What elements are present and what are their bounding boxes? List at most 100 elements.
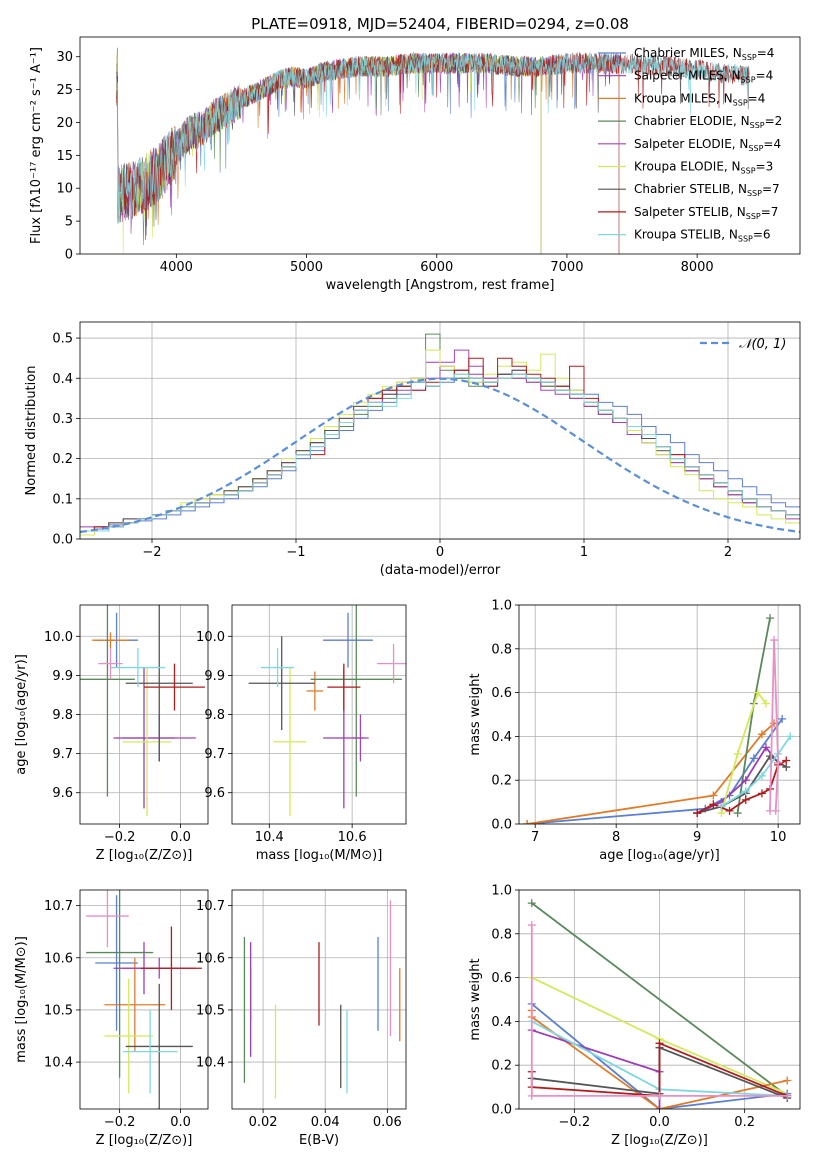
axes-frame xyxy=(79,321,801,540)
y-tick-label: 30 xyxy=(56,50,73,65)
x-axis-label: age [log₁₀(age/yr)] xyxy=(599,848,720,863)
weight-line xyxy=(531,1029,661,1109)
legend-label: Chabrier STELIB, NSSP=7 xyxy=(634,182,780,198)
y-axis-label: Normed distribution xyxy=(24,366,39,496)
axes-frame xyxy=(231,889,407,1110)
legend: Chabrier MILES, NSSP=4 Salpeter MILES, NS… xyxy=(598,46,782,244)
x-tick-label: 10 xyxy=(770,830,787,845)
plus-marker xyxy=(741,776,750,785)
plus-marker xyxy=(527,921,536,930)
y-axis-label: Flux [fλ10⁻¹⁷ erg cm⁻² s⁻¹ A⁻¹] xyxy=(29,47,44,244)
y-tick-label: 10.7 xyxy=(196,899,225,914)
weight-line xyxy=(530,925,788,1097)
x-tick-label: 2 xyxy=(724,545,732,560)
error-bar-point xyxy=(125,605,193,762)
x-tick-label: −1 xyxy=(286,545,305,560)
axes-frame xyxy=(231,604,407,825)
error-bar-point xyxy=(95,895,138,1031)
error-bar-point xyxy=(261,648,295,688)
x-tick-label: 0.04 xyxy=(311,1115,340,1130)
plus-marker xyxy=(733,809,742,818)
error-bar-point xyxy=(352,714,369,762)
x-tick-label: 0.02 xyxy=(249,1115,278,1130)
x-axis-label: Z [log₁₀(Z/Z⊙)] xyxy=(96,1133,193,1148)
legend-label: Salpeter MILES, NSSP=4 xyxy=(634,69,773,85)
weight-line xyxy=(696,759,787,814)
error-bar-point xyxy=(110,648,166,688)
x-tick-label: −0.2 xyxy=(104,1115,136,1130)
ticks: −2 −1 0 1 2 0.0 0.1 0.2 0.3 0.4 0.5 xyxy=(52,332,732,560)
error-bar-point xyxy=(125,983,193,1109)
panel-weight-vs-age: 7 8 9 10 0.0 0.2 0.4 0.6 0.8 1.0 age [log₁₀(age/yr… xyxy=(468,599,801,863)
x-tick-label: 5000 xyxy=(290,260,323,275)
y-tick-label: 10 xyxy=(56,182,73,197)
plus-marker xyxy=(766,752,775,761)
plot-area xyxy=(116,47,750,254)
plot-area xyxy=(80,333,800,536)
y-tick-label: 9.6 xyxy=(204,786,225,801)
y-tick-label: 0.5 xyxy=(52,332,73,347)
y-tick-label: 10.5 xyxy=(44,1003,73,1018)
x-axis-label: E(B-V) xyxy=(299,1133,339,1148)
y-tick-label: 9.8 xyxy=(204,708,225,723)
y-tick-label: 9.9 xyxy=(204,669,225,684)
y-tick-label: 0.4 xyxy=(52,372,73,387)
y-tick-label: 9.6 xyxy=(52,786,73,801)
y-tick-label: 0.0 xyxy=(491,1103,512,1118)
plot-area xyxy=(527,899,792,1109)
plus-marker xyxy=(717,802,726,811)
x-tick-label: 1 xyxy=(580,545,588,560)
legend-label: Chabrier ELODIE, NSSP=2 xyxy=(634,114,782,130)
plus-marker xyxy=(725,806,734,815)
plus-marker xyxy=(778,714,787,723)
y-tick-label: 0.8 xyxy=(491,642,512,657)
weight-line xyxy=(720,690,767,814)
y-tick-label: 0.8 xyxy=(491,927,512,942)
plus-marker xyxy=(770,636,779,645)
legend-label: Kroupa MILES, NSSP=4 xyxy=(634,91,765,107)
y-tick-label: 10.4 xyxy=(44,1056,73,1071)
y-axis-label: mass [log₁₀(M/M⊙)] xyxy=(14,936,29,1063)
y-tick-label: 0.3 xyxy=(52,412,73,427)
grid xyxy=(519,604,800,825)
plus-marker xyxy=(774,758,783,767)
error-bar-point xyxy=(104,978,154,1094)
y-tick-label: 0.4 xyxy=(491,730,512,745)
figure-title: PLATE=0918, MJD=52404, FIBERID=0294, z=0… xyxy=(251,15,629,33)
x-tick-label: 9 xyxy=(693,830,701,845)
plus-marker xyxy=(655,1039,664,1048)
plus-marker xyxy=(783,1091,792,1100)
x-tick-label: −2 xyxy=(142,545,161,560)
y-tick-label: 0.2 xyxy=(52,452,73,467)
plus-marker xyxy=(741,787,750,796)
y-tick-label: 10.5 xyxy=(196,1003,225,1018)
y-tick-label: 0 xyxy=(65,248,73,263)
ticks: 10.4 10.6 9.6 9.7 9.8 9.9 10.0 xyxy=(196,630,367,845)
ticks: 7 8 9 10 0.0 0.2 0.4 0.6 0.8 1.0 xyxy=(491,599,786,846)
y-tick-label: 10.0 xyxy=(44,630,73,645)
y-tick-label: 15 xyxy=(56,149,73,164)
x-tick-label: 0.0 xyxy=(170,1115,191,1130)
plus-marker xyxy=(709,800,718,809)
error-bar-point xyxy=(327,663,361,711)
legend-label: Kroupa ELODIE, NSSP=3 xyxy=(634,160,773,176)
plus-marker xyxy=(655,1105,664,1109)
y-tick-label: 9.7 xyxy=(204,747,225,762)
y-tick-label: 1.0 xyxy=(491,599,512,614)
error-bar-point xyxy=(86,890,154,1078)
x-tick-label: −0.2 xyxy=(559,1115,591,1130)
weight-line xyxy=(530,1041,788,1097)
plot-area xyxy=(80,605,205,817)
x-tick-label: 0 xyxy=(436,545,444,560)
error-bar-point xyxy=(273,667,307,817)
spectrum-line xyxy=(116,52,750,224)
plot-area xyxy=(243,900,401,1099)
y-tick-label: 10.0 xyxy=(196,630,225,645)
y-tick-label: 10.7 xyxy=(44,899,73,914)
plus-marker xyxy=(733,749,742,758)
plus-marker xyxy=(757,789,766,798)
plot-area xyxy=(86,890,202,1109)
error-bar-point xyxy=(306,671,324,711)
axes-frame xyxy=(79,889,209,1110)
plus-marker xyxy=(527,899,536,908)
